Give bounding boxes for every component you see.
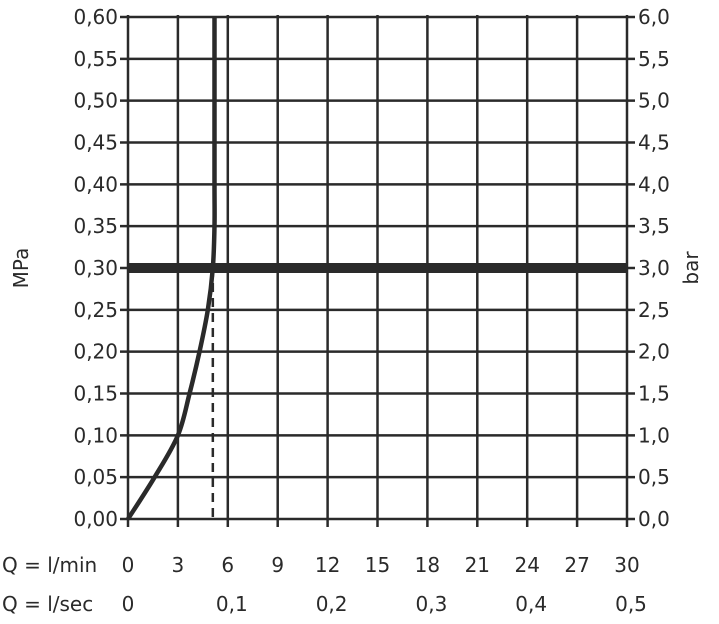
x-tick-label-lsec: 0,1 — [216, 592, 248, 616]
x-tick-label-lmin: 0 — [122, 553, 135, 577]
left-tick-label: 0,15 — [73, 382, 118, 406]
left-tick-label: 0,50 — [73, 89, 118, 113]
left-tick-label: 0,40 — [73, 172, 118, 196]
x-tick-label-lmin: 15 — [365, 553, 390, 577]
x-tick-label-lmin: 24 — [514, 553, 539, 577]
right-tick-label: 4,0 — [638, 172, 670, 196]
left-tick-label: 0,55 — [73, 47, 118, 71]
x-tick-label-lsec: 0,5 — [615, 592, 647, 616]
left-tick-label: 0,60 — [73, 5, 118, 29]
x-tick-label-lmin: 9 — [271, 553, 284, 577]
left-tick-label: 0,45 — [73, 131, 118, 155]
x-axis-lsec-label: Q = l/sec — [2, 592, 93, 616]
x-tick-label-lsec: 0 — [122, 592, 135, 616]
x-tick-label-lmin: 6 — [221, 553, 234, 577]
right-tick-label: 5,0 — [638, 89, 670, 113]
x-tick-label-lmin: 3 — [172, 553, 185, 577]
left-tick-label: 0,30 — [73, 256, 118, 280]
right-tick-label: 5,5 — [638, 47, 670, 71]
x-tick-label-lsec: 0,4 — [515, 592, 547, 616]
flow-curve — [126, 17, 217, 521]
left-tick-label: 0,25 — [73, 298, 118, 322]
right-axis-label: bar — [679, 251, 703, 285]
x-tick-label-lmin: 21 — [465, 553, 490, 577]
x-tick-label-lsec: 0,3 — [415, 592, 447, 616]
x-tick-label-lmin: 30 — [614, 553, 639, 577]
x-tick-label-lmin: 27 — [564, 553, 589, 577]
right-tick-label: 4,5 — [638, 131, 670, 155]
right-tick-label: 0,0 — [638, 507, 670, 531]
x-axis-lmin-label: Q = l/min — [2, 553, 97, 577]
right-tick-label: 1,0 — [638, 423, 670, 447]
right-tick-label: 1,5 — [638, 382, 670, 406]
right-tick-label: 2,5 — [638, 298, 670, 322]
x-tick-label-lsec: 0,2 — [316, 592, 348, 616]
right-tick-label: 3,0 — [638, 256, 670, 280]
left-tick-label: 0,10 — [73, 423, 118, 447]
x-tick-label-lmin: 18 — [415, 553, 440, 577]
right-tick-label: 3,5 — [638, 214, 670, 238]
left-tick-label: 0,05 — [73, 465, 118, 489]
left-tick-label: 0,35 — [73, 214, 118, 238]
right-tick-label: 2,0 — [638, 340, 670, 364]
right-tick-label: 6,0 — [638, 5, 670, 29]
left-tick-label: 0,00 — [73, 507, 118, 531]
left-tick-label: 0,20 — [73, 340, 118, 364]
x-tick-label-lmin: 12 — [315, 553, 340, 577]
right-tick-label: 0,5 — [638, 465, 670, 489]
left-axis-label: MPa — [9, 248, 33, 289]
